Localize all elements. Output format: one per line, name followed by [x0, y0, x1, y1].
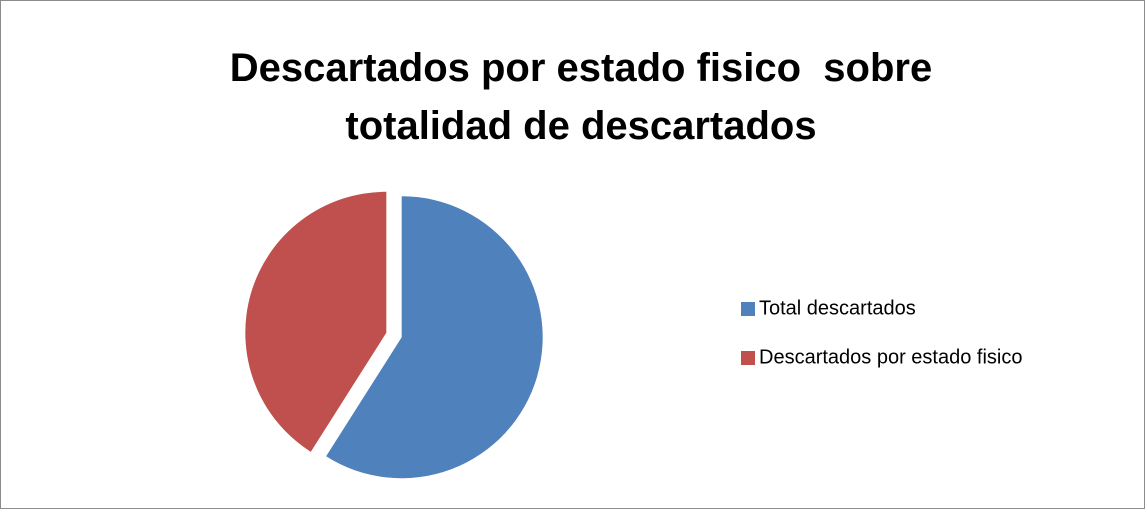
legend-label: Descartados por estado fisico [759, 346, 1022, 368]
legend-swatch [741, 351, 755, 365]
chart-title: Descartados por estado fisico sobre tota… [229, 46, 944, 148]
pie-slice [326, 196, 543, 479]
legend-label: Total descartados [759, 297, 916, 319]
pie-slice [245, 191, 387, 452]
legend-swatch [741, 302, 755, 316]
